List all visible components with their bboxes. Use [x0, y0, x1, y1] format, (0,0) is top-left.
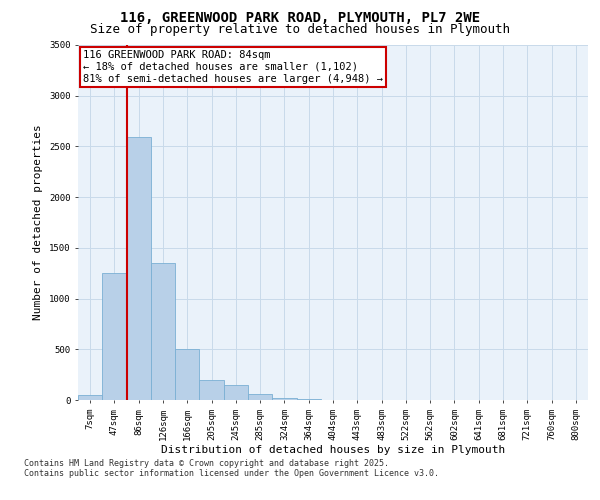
Bar — [78, 395, 102, 400]
Text: 116 GREENWOOD PARK ROAD: 84sqm
← 18% of detached houses are smaller (1,102)
81% : 116 GREENWOOD PARK ROAD: 84sqm ← 18% of … — [83, 50, 383, 84]
Bar — [127, 138, 151, 400]
Bar — [102, 273, 127, 400]
Text: Contains public sector information licensed under the Open Government Licence v3: Contains public sector information licen… — [24, 468, 439, 477]
Bar — [151, 263, 175, 400]
X-axis label: Distribution of detached houses by size in Plymouth: Distribution of detached houses by size … — [161, 446, 505, 456]
Text: Size of property relative to detached houses in Plymouth: Size of property relative to detached ho… — [90, 22, 510, 36]
Bar — [248, 394, 272, 400]
Bar — [224, 385, 248, 400]
Bar — [199, 380, 224, 400]
Bar — [175, 350, 199, 400]
Y-axis label: Number of detached properties: Number of detached properties — [34, 124, 43, 320]
Text: 116, GREENWOOD PARK ROAD, PLYMOUTH, PL7 2WE: 116, GREENWOOD PARK ROAD, PLYMOUTH, PL7 … — [120, 11, 480, 25]
Text: Contains HM Land Registry data © Crown copyright and database right 2025.: Contains HM Land Registry data © Crown c… — [24, 458, 389, 468]
Bar — [272, 398, 296, 400]
